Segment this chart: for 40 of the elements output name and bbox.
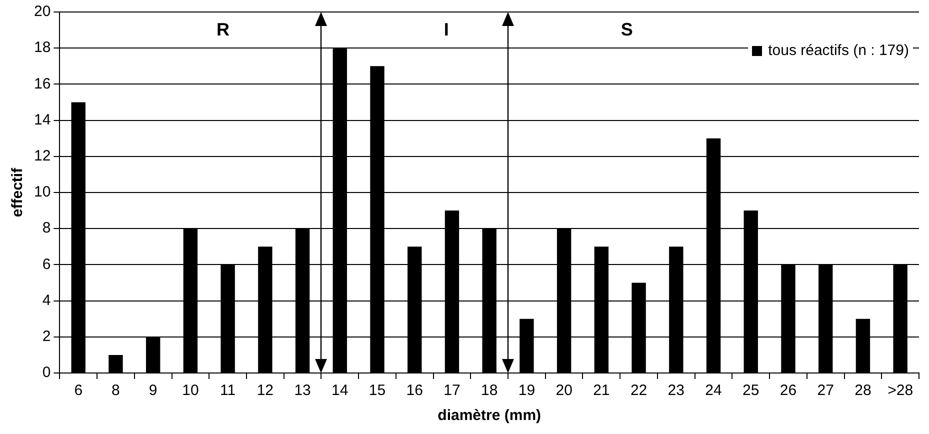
x-tick-label: 22 [630, 382, 648, 400]
x-axis-title: diamètre (mm) [438, 407, 542, 424]
y-tick-label: 12 [34, 148, 51, 165]
x-tick-label: 10 [182, 382, 199, 400]
x-tick-label: 8 [112, 382, 120, 400]
x-tick-label: 27 [817, 382, 834, 400]
x-tick-label: 17 [444, 382, 460, 400]
x-tick-label: 20 [556, 382, 572, 400]
y-tick-label: 20 [34, 3, 51, 20]
x-tick-label: 6 [74, 382, 83, 400]
x-tick-label: 14 [332, 382, 348, 400]
x-tick-label: 26 [780, 382, 797, 400]
x-tick-label: 21 [593, 382, 610, 400]
x-tick-label: 24 [705, 382, 722, 400]
x-tick-label: 16 [406, 382, 423, 400]
y-tick-label: 14 [34, 111, 51, 128]
x-tick-label: >28 [888, 382, 914, 400]
y-tick-label: 8 [42, 220, 51, 237]
x-tick-label: 13 [294, 382, 311, 400]
x-tick-label: 9 [148, 382, 158, 400]
y-tick-label: 2 [42, 328, 51, 346]
y-tick-label: 16 [34, 75, 51, 92]
x-tick-label: 28 [854, 382, 872, 400]
legend-label: tous réactifs (n : 179) [768, 42, 909, 59]
x-tick-label: 19 [518, 382, 536, 400]
y-tick-label: 0 [42, 364, 51, 382]
annotation: S [620, 20, 633, 40]
y-tick-label: 10 [34, 184, 51, 201]
annotation: I [444, 20, 449, 40]
y-tick-label: 4 [42, 292, 51, 309]
x-tick-label: 11 [220, 382, 236, 400]
annotation: R [216, 20, 230, 40]
x-tick-label: 23 [668, 382, 684, 400]
x-tick-label: 15 [368, 382, 386, 400]
x-tick-label: 25 [742, 382, 760, 400]
x-tick-label: 18 [481, 382, 498, 400]
y-tick-label: 18 [34, 39, 51, 56]
y-axis-title: effectif [9, 166, 26, 218]
y-tick-label: 6 [42, 256, 51, 273]
x-tick-label: 12 [256, 382, 274, 400]
